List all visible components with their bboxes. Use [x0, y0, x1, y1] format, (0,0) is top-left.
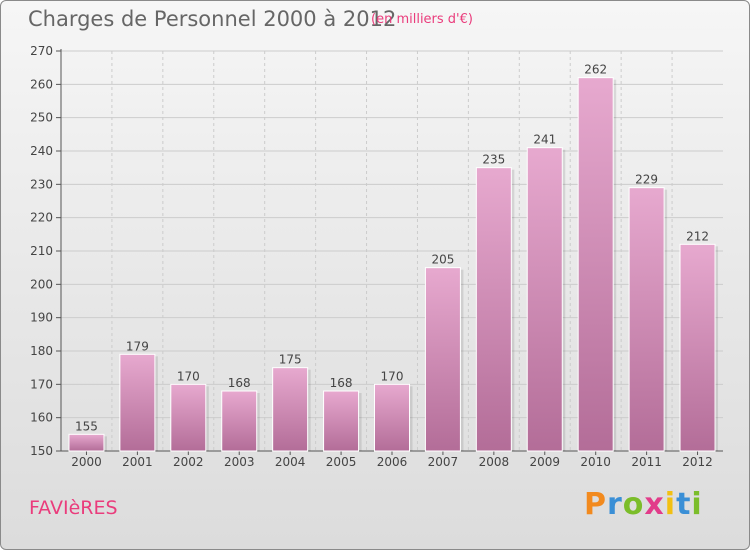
- x-tick-label: 2009: [529, 455, 560, 469]
- bar-value-label: 168: [228, 376, 251, 390]
- bar-2009: [526, 147, 563, 452]
- x-tick-label: 2011: [631, 455, 662, 469]
- x-tick-label: 2003: [224, 455, 255, 469]
- bar-value-label: 229: [635, 173, 658, 187]
- brand-letter: r: [607, 487, 623, 522]
- x-tick-label: 2007: [428, 455, 459, 469]
- y-tick-label: 200: [30, 277, 53, 291]
- y-tick-label: 250: [30, 111, 53, 125]
- x-tick-labels: 2000 2001 2002 2003 2004 2005 2006 2007 2008 2009…: [71, 455, 713, 469]
- bar-value-label: 262: [584, 63, 607, 77]
- x-tick-label: 2000: [71, 455, 102, 469]
- bar-value-label: 170: [177, 369, 200, 383]
- bar-2000: [68, 433, 105, 452]
- x-tick-label: 2008: [479, 455, 510, 469]
- data-labels: 155 179 170 168 175 168 170 205 235 241 262 229 212: [75, 63, 709, 434]
- x-tick-label: 2002: [173, 455, 204, 469]
- bar-2003: [221, 390, 258, 452]
- y-tick-label: 150: [30, 444, 53, 458]
- y-tick-label: 240: [30, 144, 53, 158]
- bar-2007: [424, 267, 461, 452]
- x-tick-label: 2001: [122, 455, 153, 469]
- bar-2002: [170, 383, 207, 452]
- y-tick-label: 170: [30, 377, 53, 391]
- commune-name: FAVIèRES: [29, 497, 118, 519]
- y-tick-label: 160: [30, 411, 53, 425]
- brand-letter: x: [644, 487, 665, 522]
- bar-value-label: 179: [126, 339, 149, 353]
- bar-2001: [119, 353, 156, 452]
- brand-letter: i: [691, 487, 703, 522]
- y-tick-label: 220: [30, 211, 53, 225]
- y-tick-label: 210: [30, 244, 53, 258]
- y-tick-label: 190: [30, 311, 53, 325]
- brand-letter: P: [584, 487, 607, 522]
- bars: [68, 77, 719, 452]
- chart-subtitle: (en milliers d'€): [371, 12, 473, 27]
- x-tick-label: 2006: [377, 455, 408, 469]
- chart-title: Charges de Personnel 2000 à 2012: [28, 7, 397, 31]
- y-tick-label: 180: [30, 344, 53, 358]
- brand-letter: i: [664, 487, 677, 522]
- y-tick-label: 270: [30, 44, 53, 58]
- bar-value-label: 170: [381, 369, 404, 383]
- bar-value-label: 235: [482, 153, 505, 167]
- bar-value-label: 155: [75, 419, 98, 433]
- y-tick-label: 260: [30, 77, 53, 91]
- x-tick-label: 2010: [580, 455, 611, 469]
- bar-2011: [628, 187, 665, 452]
- bar-2008: [475, 167, 512, 452]
- bar-2005: [323, 390, 360, 452]
- bar-2006: [374, 383, 410, 452]
- y-tick-labels: 150 160 170 180 190 200 210 220 230 240 250 260 270: [30, 44, 53, 458]
- bar-value-label: 241: [533, 133, 556, 147]
- bar-value-label: 168: [330, 376, 353, 390]
- x-tick-label: 2012: [682, 455, 713, 469]
- brand-letter: o: [622, 487, 645, 522]
- bar-value-label: 175: [279, 353, 302, 367]
- proxiti-logo: Proxiti: [584, 487, 703, 522]
- bar-value-label: 205: [431, 253, 454, 267]
- x-tick-label: 2004: [275, 455, 306, 469]
- y-tick-label: 230: [30, 177, 53, 191]
- brand-letter: t: [676, 487, 692, 522]
- bar-2010: [577, 77, 614, 452]
- x-tick-label: 2005: [326, 455, 357, 469]
- bar-2012: [679, 243, 716, 452]
- bar-value-label: 212: [686, 229, 709, 243]
- bar-2004: [272, 367, 309, 452]
